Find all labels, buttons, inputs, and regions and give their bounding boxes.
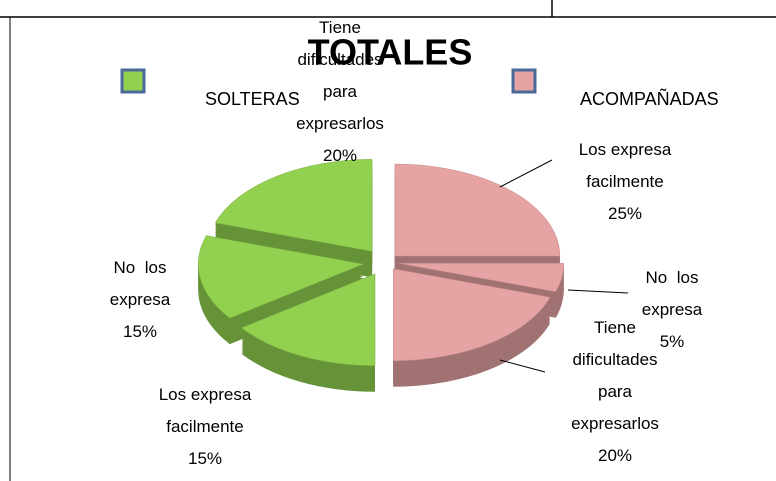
slice-category-label: No los expresa: [109, 258, 172, 309]
legend-swatch: [120, 68, 146, 94]
slice-value-label: 25%: [607, 204, 643, 223]
slice-value-label: 5%: [659, 332, 685, 351]
slice-label: No los expresa 15%: [90, 252, 190, 348]
slice-value-label: 15%: [122, 322, 158, 341]
slice-label: Los expresa facilmente 15%: [155, 379, 255, 475]
slice-category-label: Tiene dificultades para expresarlos: [296, 18, 388, 133]
slice-label: Los expresa facilmente 25%: [575, 134, 675, 230]
legend-label: SOLTERAS: [205, 89, 300, 109]
legend-swatch: [511, 68, 537, 94]
slice: [198, 235, 365, 319]
slice: [394, 163, 561, 257]
slice-label: No los expresa 5%: [622, 262, 722, 358]
slice-label: Tiene dificultades para expresarlos 20%: [565, 312, 665, 472]
leader-line: [499, 359, 546, 373]
leader-line: [499, 159, 553, 188]
slice-category-label: Tiene dificultades para expresarlos: [571, 318, 663, 433]
slice-value-label: 15%: [187, 449, 223, 468]
legend-label: ACOMPAÑADAS: [580, 88, 719, 109]
chart-title: TOTALES: [308, 32, 473, 73]
slice-value-label: 20%: [322, 146, 358, 165]
leader-line: [567, 289, 629, 294]
slice: [398, 263, 565, 293]
slice-label: Tiene dificultades para expresarlos 20%: [290, 12, 390, 172]
slice: [241, 273, 376, 367]
slice-category-label: Los expresa facilmente: [578, 140, 677, 191]
slice-category-label: No los expresa: [641, 268, 704, 319]
slice-category-label: Los expresa facilmente: [158, 385, 257, 436]
slice: [214, 159, 373, 252]
slice-value-label: 20%: [597, 446, 633, 465]
slice: [392, 268, 551, 362]
